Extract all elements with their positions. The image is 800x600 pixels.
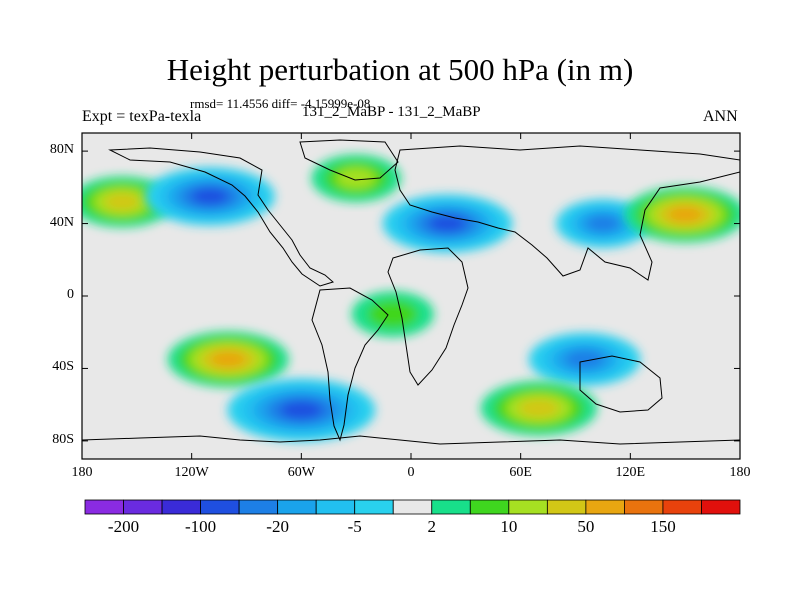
chart-subtitle: 131_2_MaBP - 131_2_MaBP [302, 104, 481, 120]
colorbar-label-6: 50 [577, 517, 595, 536]
colorbar-swatch-0 [84, 499, 124, 515]
season-label: ANN [703, 108, 738, 125]
colorbar-swatch-7 [354, 499, 394, 515]
chart-title: Height perturbation at 500 hPa (in m) [166, 52, 634, 87]
coastline-eurasia [394, 145, 740, 281]
x-tick-label-1: 120W [174, 465, 209, 480]
x-tick-label-0: 180 [71, 465, 93, 480]
experiment-label: Expt = texPa-texla [82, 108, 202, 125]
field-region-tropical-atlantic-mid [351, 291, 434, 337]
field-region-southern-ocean-high [480, 380, 598, 436]
colorbar-swatch-3 [200, 499, 240, 515]
field-region-south-pacific-high [167, 331, 289, 388]
y-tick-label-3: 40S [52, 359, 74, 375]
colorbar-swatch-15 [662, 499, 702, 515]
coastline-greenland [299, 139, 399, 181]
field-region-indian-ocean-low [528, 332, 641, 387]
colorbar-label-3: -5 [347, 517, 362, 536]
x-tick-label-6: 180 [729, 465, 751, 480]
colorbar-swatch-13 [585, 499, 625, 515]
colorbar-label-4: 2 [427, 517, 437, 536]
y-tick-label-0: 80N [49, 142, 74, 158]
field-region-north-atlantic-high [311, 154, 401, 203]
coastline-south-america [311, 287, 389, 442]
colorbar-swatch-8 [392, 499, 433, 515]
colorbar-label-5: 10 [500, 517, 518, 536]
colorbar-label-7: 150 [650, 517, 676, 536]
x-tick-label-5: 120E [615, 465, 646, 480]
colorbar-swatch-12 [546, 499, 587, 515]
y-tick-label-4: 80S [52, 431, 74, 447]
field-region-south-america-low [227, 378, 376, 442]
colorbar-swatch-9 [431, 499, 471, 515]
stats-line: rmsd= 11.4556 diff= -4.15999e-08 [190, 96, 371, 111]
field-region-eurasia-low [382, 194, 513, 253]
coastline-australia [579, 355, 663, 413]
x-tick-label-2: 60W [287, 465, 315, 480]
colorbar-label-0: -200 [107, 517, 140, 536]
colorbar-swatch-11 [508, 499, 548, 515]
colorbar-swatch-10 [469, 499, 510, 515]
colorbar-swatch-1 [123, 499, 163, 515]
coastline-north-america [108, 147, 335, 287]
colorbar-swatch-14 [624, 499, 664, 515]
colorbar-label-2: -20 [266, 517, 289, 536]
colorbar-swatch-2 [161, 499, 201, 515]
colorbar-swatch-16 [701, 499, 741, 515]
x-tick-label-3: 0 [407, 465, 415, 480]
y-tick-label-1: 40N [49, 214, 74, 230]
colorbar-swatch-4 [238, 499, 279, 515]
field-region-northwest-pacific-high [624, 186, 740, 243]
y-tick-label-2: 0 [67, 287, 74, 302]
colorbar-swatch-5 [277, 499, 317, 515]
colorbar-swatch-6 [315, 499, 356, 515]
coastline-antarctica [82, 435, 740, 445]
colorbar-label-1: -100 [184, 517, 217, 536]
field-region-north-america-low [144, 167, 275, 226]
coastline-africa [387, 247, 469, 386]
x-tick-label-4: 60E [509, 465, 532, 480]
